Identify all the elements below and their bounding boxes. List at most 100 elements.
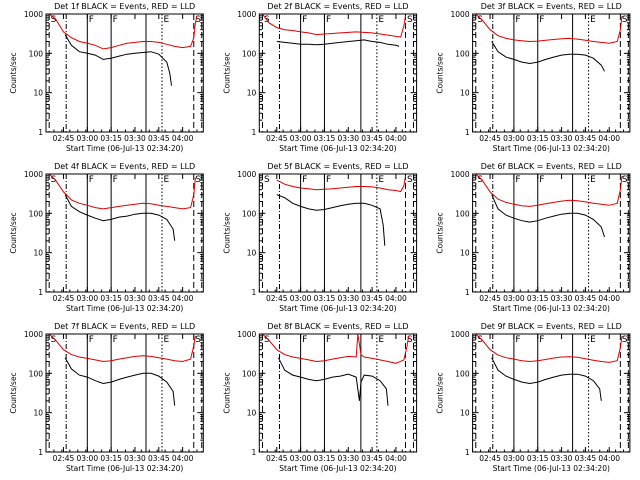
y-tick-label: 10 [460,89,470,98]
marker-label: S [195,335,201,345]
x-tick-label: 03:30 [124,134,146,143]
series-line-lld [475,174,623,207]
y-tick-label: 1000 [24,330,43,339]
x-tick-label: 02:45 [53,134,75,143]
y-tick-label: 10 [460,249,470,258]
chart-title: Det 7f BLACK = Events, RED = LLD [54,322,195,331]
marker-label: E [378,335,384,345]
marker-label: F [515,335,520,345]
x-tick-label: 03:00 [503,294,525,303]
x-tick-label: 03:00 [290,294,312,303]
x-tick-label: 02:45 [479,134,501,143]
x-tick-label: 03:30 [551,454,573,463]
x-tick-label: 03:00 [290,134,312,143]
y-tick-label: 10 [460,409,470,418]
y-axis-label: Counts/sec [9,372,18,413]
y-tick-label: 100 [242,49,257,58]
x-axis-label: Start Time (06-Jul-13 02:34:20) [279,304,396,313]
y-axis-label: Counts/sec [222,372,231,413]
x-tick-label: 03:45 [148,134,170,143]
x-tick-label: 03:00 [503,454,525,463]
chart-title: Det 9f BLACK = Events, RED = LLD [481,322,622,331]
series-line-lld [48,334,196,363]
x-tick-label: 03:00 [290,454,312,463]
x-tick-label: 03:45 [575,294,597,303]
y-tick-label: 100 [242,209,257,218]
y-tick-label: 1000 [24,170,43,179]
x-tick-label: 04:00 [598,134,620,143]
y-tick-label: 1 [465,128,470,137]
y-tick-label: 100 [29,369,44,378]
series-line-lld [262,14,406,38]
marker-label: E [378,175,384,185]
y-tick-label: 10 [33,249,43,258]
x-tick-label: 03:30 [337,134,359,143]
x-tick-label: 02:45 [266,134,288,143]
y-tick-label: 10 [247,249,257,258]
x-tick-label: 03:15 [100,454,122,463]
x-tick-label: 03:30 [337,454,359,463]
x-tick-label: 04:00 [598,454,620,463]
x-tick-label: 03:30 [124,294,146,303]
series-line-events [491,194,605,238]
x-tick-label: 03:15 [314,134,336,143]
x-tick-label: 04:00 [172,294,194,303]
marker-label: F [326,175,331,185]
marker-label: F [89,15,94,25]
x-axis-label: Start Time (06-Jul-13 02:34:20) [279,144,396,153]
x-tick-label: 03:15 [314,454,336,463]
x-tick-label: 03:15 [527,454,549,463]
y-tick-label: 1000 [237,10,256,19]
y-tick-label: 1000 [24,10,43,19]
y-axis-label: Counts/sec [9,52,18,93]
series-line-events [491,41,605,72]
x-axis-label: Start Time (06-Jul-13 02:34:20) [493,304,610,313]
y-tick-label: 100 [455,369,470,378]
x-tick-label: 02:45 [53,294,75,303]
x-tick-label: 03:30 [337,294,359,303]
marker-label: E [590,15,596,25]
y-axis-label: Counts/sec [222,212,231,253]
x-tick-label: 03:00 [76,134,98,143]
series-line-lld [475,14,623,44]
marker-label: E [163,335,169,345]
chart-panel-8: Det 8f BLACK = Events, RED = LLD S F F E S 1 10… [222,322,418,473]
marker-label: E [590,335,596,345]
marker-label: S [622,175,628,185]
y-tick-label: 1000 [451,10,470,19]
x-tick-label: 04:00 [385,294,407,303]
y-tick-label: 10 [247,89,257,98]
y-tick-label: 1000 [237,330,256,339]
x-tick-label: 03:15 [527,134,549,143]
y-axis-label: Counts/sec [436,372,445,413]
y-tick-label: 10 [33,409,43,418]
y-axis-label: Counts/sec [222,52,231,93]
x-tick-label: 02:45 [266,454,288,463]
x-tick-label: 04:00 [172,454,194,463]
marker-label: F [539,175,544,185]
marker-label: S [407,335,413,345]
x-tick-label: 04:00 [385,134,407,143]
marker-label: F [302,15,307,25]
plot-frame [45,333,204,453]
plot-frame [472,13,631,133]
marker-label: S [51,175,57,185]
series-line-lld [262,334,410,364]
marker-label: F [89,175,94,185]
marker-label: S [407,175,413,185]
marker-label: E [590,175,596,185]
series-line-lld [48,14,198,50]
marker-label: S [264,175,270,185]
y-tick-label: 100 [29,209,44,218]
marker-label: S [622,335,628,345]
x-axis-label: Start Time (06-Jul-13 02:34:20) [66,464,183,473]
chart-title: Det 8f BLACK = Events, RED = LLD [267,322,408,331]
plot-frame [258,333,418,453]
y-tick-label: 1 [38,128,43,137]
x-axis-label: Start Time (06-Jul-13 02:34:20) [66,304,183,313]
x-axis-label: Start Time (06-Jul-13 02:34:20) [66,144,183,153]
